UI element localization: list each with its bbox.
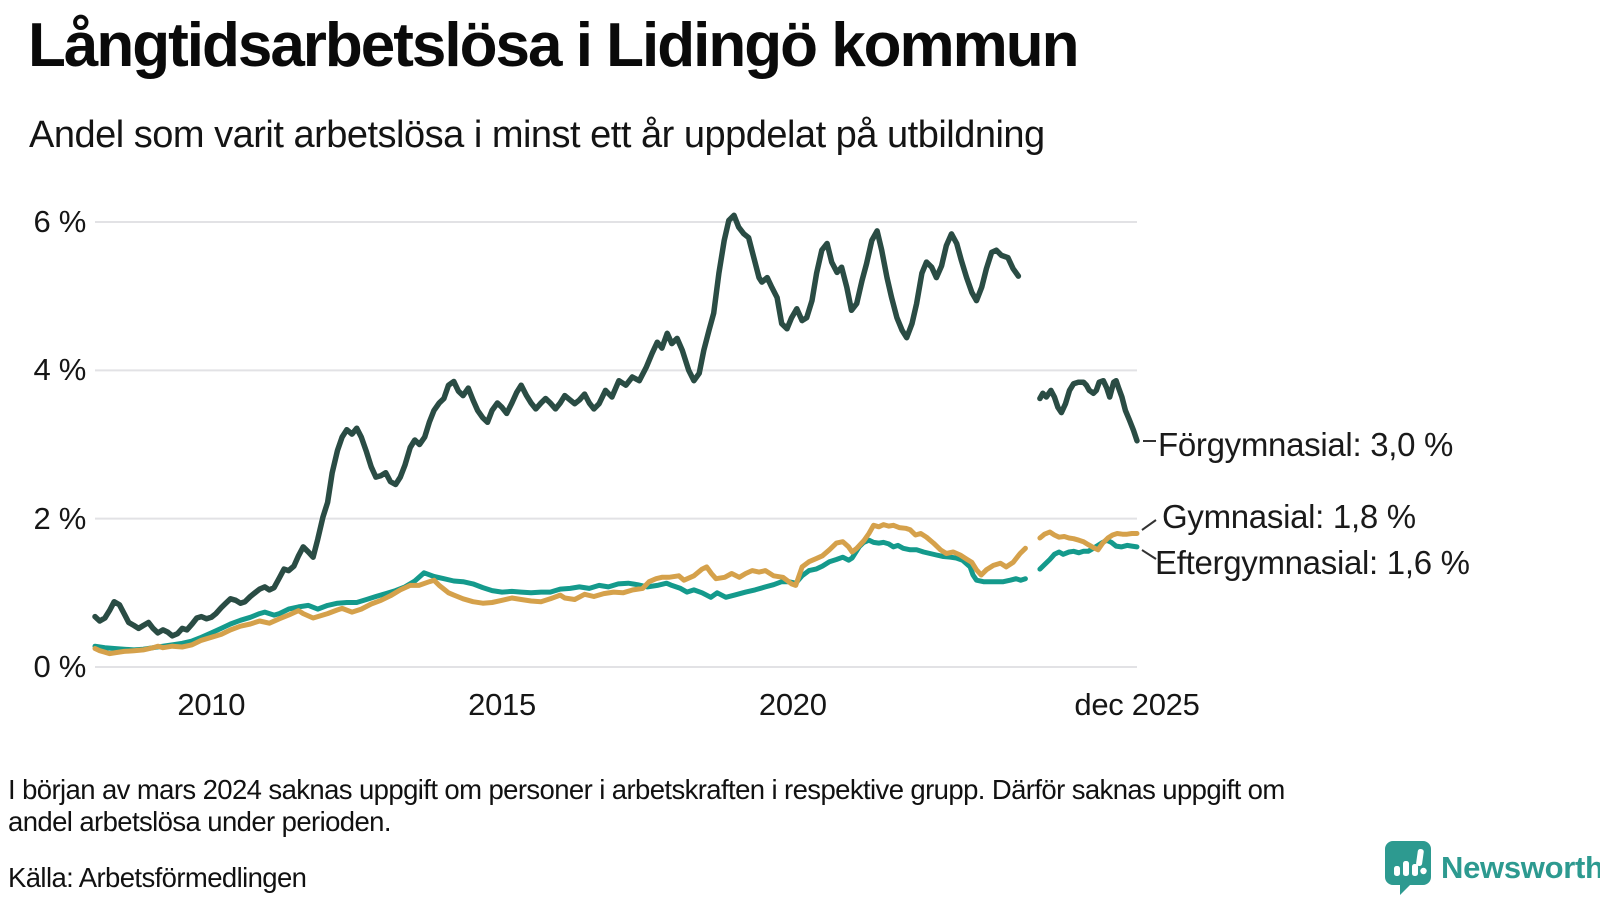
y-tick-label: 4 %: [33, 352, 86, 388]
series-end-label-forgymnasial: Förgymnasial: 3,0 %: [1158, 426, 1454, 463]
series-gymnasial-line-segment-1: [92, 522, 1028, 657]
series-eftergymnasial-line-segment-2: [1037, 537, 1140, 572]
y-tick-label: 6 %: [33, 204, 86, 239]
leader-line-gymnasial: [1141, 519, 1157, 531]
y-tick-label: 2 %: [33, 500, 86, 536]
series-end-label-eftergymnasial: Eftergymnasial: 1,6 %: [1155, 544, 1470, 581]
newsworthy-logo-icon: [1385, 841, 1431, 895]
leader-line-eftergymnasial: [1141, 549, 1157, 560]
newsworthy-logo-text: Newsworthy: [1441, 850, 1600, 885]
series-forgymnasial-line-segment-1: [92, 212, 1022, 639]
footnote-line-1: I början av mars 2024 saknas uppgift om …: [8, 774, 1285, 805]
page-subtitle: Andel som varit arbetslösa i minst ett å…: [29, 114, 1045, 156]
x-tick-label: 2015: [468, 687, 536, 722]
x-tick-label: 2020: [758, 687, 827, 722]
x-tick-label: 2010: [177, 687, 246, 722]
y-tick-label: 0 %: [33, 649, 86, 684]
footnote-line-2: andel arbetslösa under perioden.: [8, 806, 392, 837]
x-tick-label: dec 2025: [1074, 687, 1200, 722]
series-eftergymnasial-line-segment-1: [92, 537, 1028, 653]
series-end-label-gymnasial: Gymnasial: 1,8 %: [1162, 498, 1416, 535]
series-gymnasial-line-segment-2: [1037, 529, 1140, 553]
chart-footnote: I början av mars 2024 saknas uppgift om …: [8, 774, 1285, 838]
newsworthy-logo: Newsworthy: [1384, 840, 1600, 896]
source-label: Källa: Arbetsförmedlingen: [8, 862, 307, 893]
page-title: Långtidsarbetslösa i Lidingö kommun: [28, 11, 1080, 80]
series-forgymnasial-line-segment-2: [1037, 377, 1140, 444]
